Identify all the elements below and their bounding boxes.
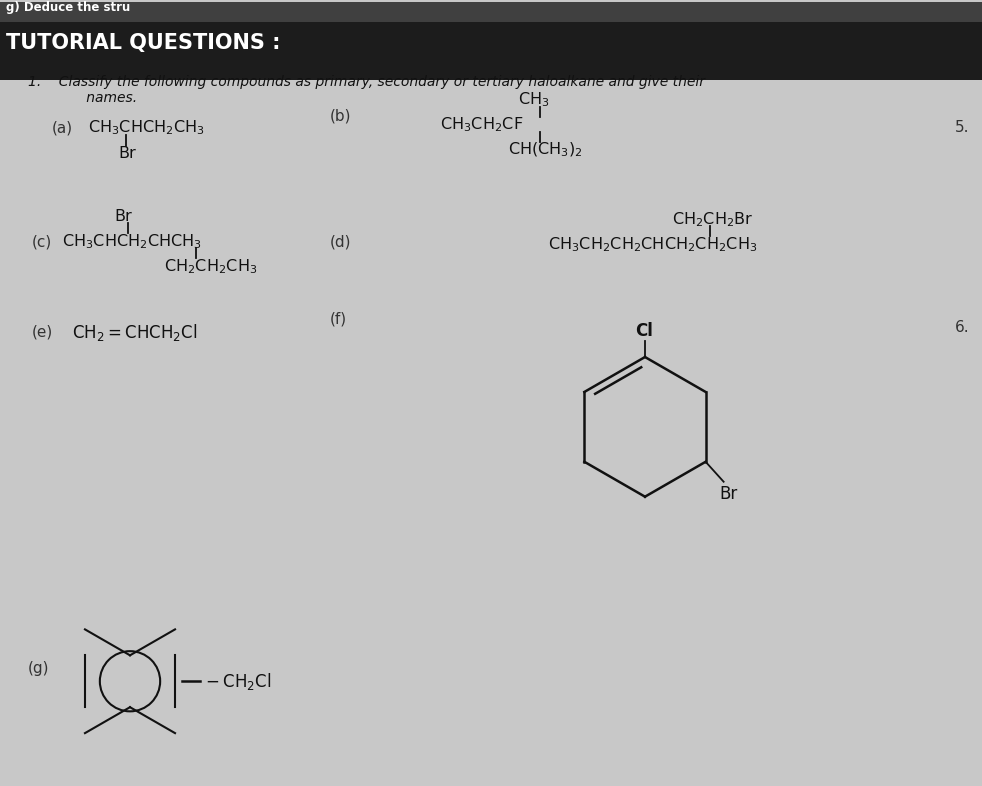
Text: (e): (e) (32, 325, 53, 340)
Text: TUTORIAL QUESTIONS :: TUTORIAL QUESTIONS : (6, 33, 281, 53)
Bar (412, 2, 427, 187)
Text: $\rm CH_2CH_2Br$: $\rm CH_2CH_2Br$ (672, 210, 753, 229)
Text: Br: Br (114, 209, 132, 224)
Text: g) Deduce the stru: g) Deduce the stru (6, 2, 131, 14)
Bar (652, 2, 667, 187)
Bar (277, 2, 292, 187)
Bar (442, 2, 457, 187)
Bar (307, 2, 322, 187)
Bar (562, 2, 577, 187)
Bar (682, 2, 697, 187)
Text: $\rm CH_3CHCH_2CH_3$: $\rm CH_3CHCH_2CH_3$ (88, 118, 204, 137)
Bar (622, 2, 637, 187)
Text: (c): (c) (32, 235, 52, 250)
Text: $\rm -CH_2Cl$: $\rm -CH_2Cl$ (202, 670, 271, 692)
Text: (g): (g) (28, 661, 49, 676)
Bar (697, 2, 712, 187)
Bar (607, 2, 622, 187)
Text: 1.    Classify the following compounds as primary, secondary or tertiary haloalk: 1. Classify the following compounds as p… (28, 75, 705, 89)
Bar (382, 2, 397, 187)
Text: (d): (d) (330, 235, 352, 250)
Text: (a): (a) (52, 120, 73, 135)
Bar (397, 2, 412, 187)
Bar (772, 2, 787, 187)
Text: Cl: Cl (635, 322, 653, 340)
Text: $\rm CH_3CH_2CH_2CHCH_2CH_2CH_3$: $\rm CH_3CH_2CH_2CHCH_2CH_2CH_3$ (548, 235, 757, 254)
Bar (517, 2, 532, 187)
Bar (637, 2, 652, 187)
Bar (337, 2, 352, 187)
Bar (877, 2, 892, 187)
Bar (967, 2, 982, 187)
Text: 6.: 6. (955, 320, 969, 335)
Bar (262, 2, 277, 187)
Bar (487, 2, 502, 187)
Bar (457, 2, 472, 187)
Text: $\rm CH_3CH_2CF$: $\rm CH_3CH_2CF$ (440, 116, 523, 134)
Bar (802, 2, 817, 187)
Bar (367, 2, 382, 187)
Text: Br: Br (720, 485, 737, 503)
Bar (577, 2, 592, 187)
Text: $\rm CH(CH_3)_2$: $\rm CH(CH_3)_2$ (508, 141, 582, 159)
Bar (592, 2, 607, 187)
Text: names.: names. (60, 90, 137, 105)
Text: $\rm CH_2CH_2CH_3$: $\rm CH_2CH_2CH_3$ (164, 257, 257, 276)
Bar (922, 2, 937, 187)
Bar (787, 2, 802, 187)
Bar (952, 2, 967, 187)
Bar (322, 2, 337, 187)
Bar (502, 2, 517, 187)
Bar (892, 2, 907, 187)
Text: (f): (f) (330, 311, 347, 327)
Bar (247, 2, 262, 187)
Bar (0, 2, 982, 79)
Bar (472, 2, 487, 187)
Bar (757, 2, 772, 187)
Text: 5.: 5. (955, 120, 969, 135)
Bar (292, 2, 307, 187)
Text: Br: Br (118, 146, 136, 161)
Bar (832, 2, 847, 187)
Bar (862, 2, 877, 187)
Bar (817, 2, 832, 187)
Bar (547, 2, 562, 187)
Bar (907, 2, 922, 187)
Text: $\rm CH_3$: $\rm CH_3$ (518, 90, 550, 109)
Text: $\rm CH_2{=}CHCH_2Cl$: $\rm CH_2{=}CHCH_2Cl$ (72, 321, 197, 343)
Bar (232, 2, 247, 187)
Bar (847, 2, 862, 187)
Bar (352, 2, 367, 187)
Bar (727, 2, 742, 187)
Text: $\rm CH_3CHCH_2CHCH_3$: $\rm CH_3CHCH_2CHCH_3$ (62, 232, 201, 251)
Bar (427, 2, 442, 187)
Bar (532, 2, 547, 187)
Bar (937, 2, 952, 187)
Bar (742, 2, 757, 187)
Bar (667, 2, 682, 187)
Bar (712, 2, 727, 187)
Bar (0, 2, 982, 22)
Text: (b): (b) (330, 108, 352, 123)
